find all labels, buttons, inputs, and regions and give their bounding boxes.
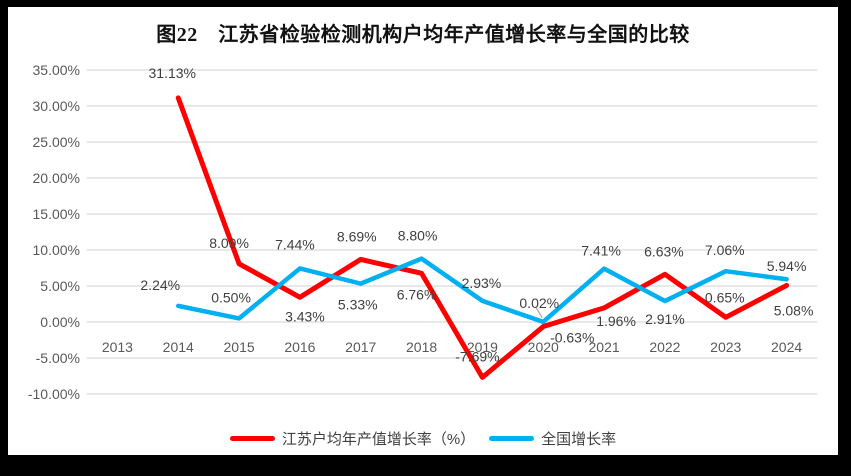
- x-axis-tick-label: 2015: [224, 339, 255, 355]
- legend-label-national: 全国增长率: [541, 431, 617, 448]
- y-axis-tick-label: 5.00%: [40, 278, 80, 294]
- plot-area: 35.00% 30.00% 25.00% 20.00% 15.00% 10.00% 5.00…: [28, 62, 817, 402]
- y-axis-tick-label: 35.00%: [33, 62, 80, 78]
- x-axis-tick-label: 2016: [284, 339, 315, 355]
- data-label: -7.69%: [455, 348, 499, 364]
- data-label: 7.41%: [581, 243, 621, 259]
- series-line: [175, 95, 790, 380]
- data-label: 7.44%: [275, 236, 315, 252]
- data-label: 5.08%: [774, 302, 814, 318]
- x-axis-tick-label: 2021: [589, 339, 620, 355]
- x-axis-tick-label: 2020: [528, 339, 559, 355]
- series-line: [176, 256, 789, 325]
- data-label: 8.09%: [209, 235, 249, 251]
- data-label: 1.96%: [596, 313, 636, 329]
- x-axis-tick-label: 2019: [467, 339, 498, 355]
- x-axis-tick-label: 2023: [710, 339, 741, 355]
- legend-swatch-national-icon: [489, 436, 535, 441]
- legend-label-jiangsu: 江苏户均年产值增长率（%）: [281, 431, 476, 448]
- y-axis-tick-label: 0.00%: [40, 314, 80, 330]
- data-label: 0.50%: [211, 289, 251, 305]
- y-axis-tick-label: -10.00%: [28, 386, 80, 402]
- data-label: 7.06%: [705, 242, 745, 258]
- data-label: -0.63%: [550, 330, 594, 346]
- data-label: 0.65%: [705, 289, 745, 305]
- data-label: 6.63%: [644, 243, 684, 259]
- data-label: 0.02%: [519, 295, 559, 311]
- legend-item-national: 全国增长率: [489, 428, 616, 449]
- y-axis-tick-label: 10.00%: [33, 242, 80, 258]
- x-axis-tick-label: 2013: [102, 339, 133, 355]
- y-axis-tick-label: 20.00%: [33, 170, 80, 186]
- x-axis-tick-label: 2014: [163, 339, 194, 355]
- y-axis-tick-label: -5.00%: [36, 350, 80, 366]
- data-label: 6.76%: [397, 286, 437, 302]
- data-label: 8.69%: [337, 228, 377, 244]
- data-label: 2.93%: [462, 275, 502, 291]
- data-label: 31.13%: [149, 65, 196, 81]
- data-label: 3.43%: [285, 308, 325, 324]
- chart-title: 图22 江苏省检验检测机构户均年产值增长率与全国的比较: [156, 24, 690, 46]
- y-axis-tick-label: 25.00%: [33, 134, 80, 150]
- data-label: 8.80%: [398, 228, 438, 244]
- data-label: 2.91%: [645, 311, 685, 327]
- y-axis-tick-label: 30.00%: [33, 98, 80, 114]
- data-label: 5.33%: [338, 297, 378, 313]
- x-axis-tick-label: 2018: [406, 339, 437, 355]
- legend: 江苏户均年产值增长率（%） 全国增长率: [8, 428, 838, 449]
- y-axis-tick-label: 15.00%: [33, 206, 80, 222]
- data-label-leader-line: [535, 307, 543, 319]
- x-axis-tick-label: 2017: [345, 339, 376, 355]
- legend-item-jiangsu: 江苏户均年产值增长率（%）: [229, 428, 476, 449]
- x-axis-tick-label: 2022: [649, 339, 680, 355]
- chart: 图22 江苏省检验检测机构户均年产值增长率与全国的比较 35.00% 30.00%…: [8, 7, 838, 455]
- legend-swatch-jiangsu-icon: [229, 436, 275, 441]
- x-axis-tick-label: 2024: [771, 339, 802, 355]
- data-label: 5.94%: [767, 258, 807, 274]
- data-label: 2.24%: [140, 277, 180, 293]
